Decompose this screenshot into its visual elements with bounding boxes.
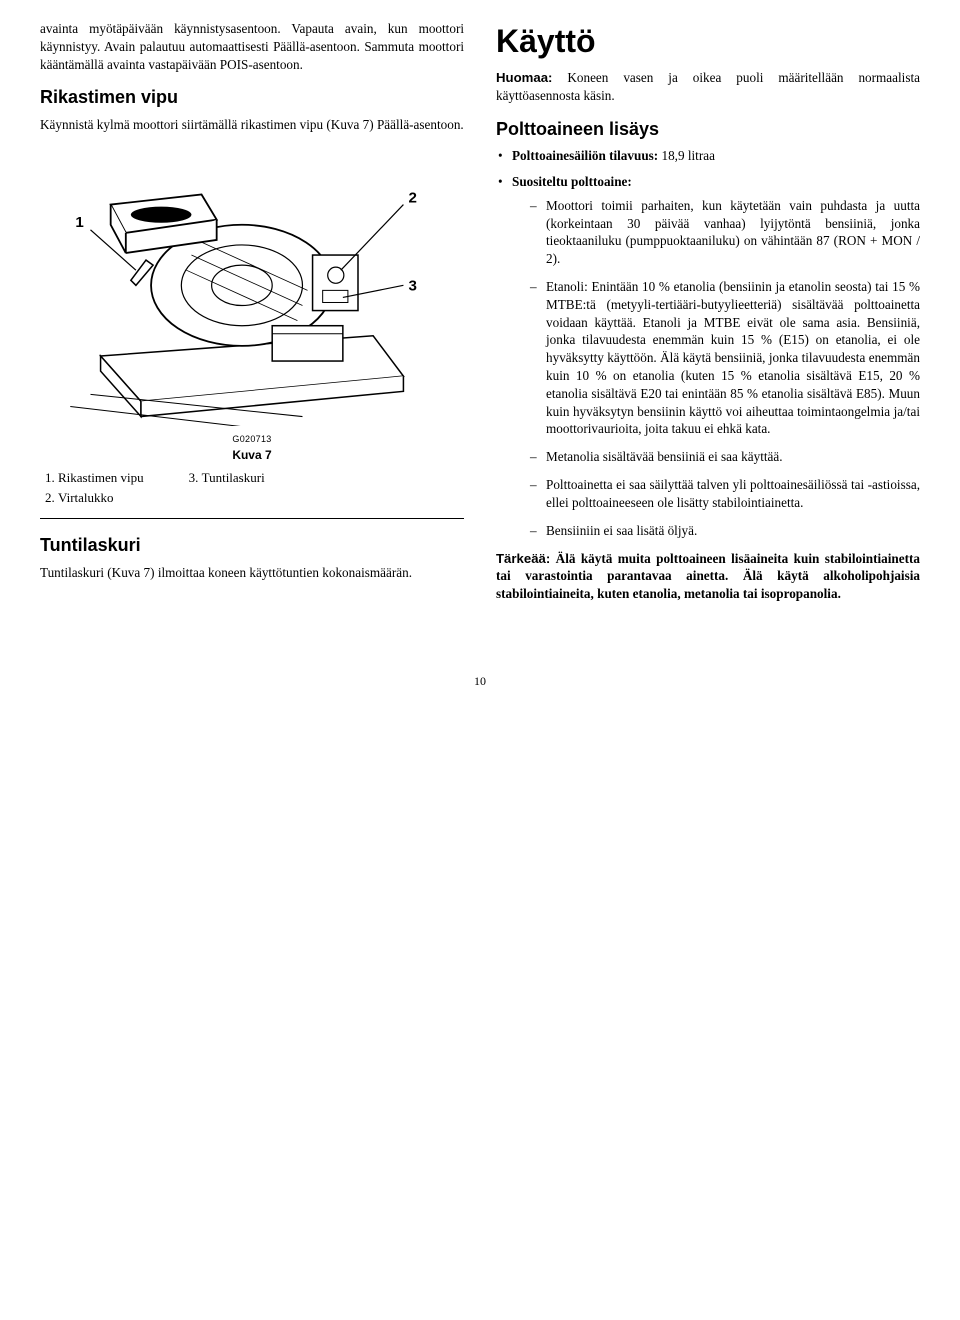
left-column: avainta myötäpäivään käynnistysasentoon.… [40, 20, 464, 613]
note-label: Huomaa: [496, 70, 552, 85]
legend-divider [40, 518, 464, 519]
dash-item-3: Metanolia sisältävää bensiiniä ei saa kä… [530, 448, 920, 466]
callout-3: 3 [408, 277, 416, 294]
important-body: Älä käytä muita polttoaineen lisäaineita… [496, 551, 920, 602]
dash-item-4: Polttoainetta ei saa säilyttää talven yl… [530, 476, 920, 512]
section-tuntilaskuri-title: Tuntilaskuri [40, 533, 464, 557]
figure-caption: Kuva 7 [232, 448, 271, 462]
recommended-fuel-label: Suositeltu polttoaine: [512, 174, 632, 189]
important-label: Tärkeää: [496, 551, 550, 566]
figure-code: G020713 [40, 433, 464, 445]
section-polttoaineen-lisays-title: Polttoaineen lisäys [496, 117, 920, 141]
engine-diagram-icon: 1 2 3 [40, 144, 464, 427]
note-paragraph: Huomaa: Koneen vasen ja oikea puoli määr… [496, 69, 920, 105]
fuel-bullet-list: Polttoainesäiliön tilavuus: 18,9 litraa … [496, 147, 920, 539]
note-body: Koneen vasen ja oikea puoli määritellään… [496, 70, 920, 103]
dash-item-2: Etanoli: Enintään 10 % etanolia (bensiin… [530, 278, 920, 438]
figure-7: 1 2 3 G020713 Kuva 7 [40, 144, 464, 464]
fuel-dash-list: Moottori toimii parhaiten, kun käytetään… [512, 197, 920, 540]
callout-1: 1 [75, 213, 83, 230]
dash-item-1: Moottori toimii parhaiten, kun käytetään… [530, 197, 920, 268]
legend-item-2: Virtalukko [58, 489, 144, 507]
section-rikastimen-vipu-body: Käynnistä kylmä moottori siirtämällä rik… [40, 116, 464, 134]
section-kaytto-title: Käyttö [496, 20, 920, 63]
section-rikastimen-vipu-title: Rikastimen vipu [40, 85, 464, 109]
legend-item-1: Rikastimen vipu [58, 469, 144, 487]
callout-2: 2 [408, 189, 416, 206]
section-tuntilaskuri-body: Tuntilaskuri (Kuva 7) ilmoittaa koneen k… [40, 564, 464, 582]
right-column: Käyttö Huomaa: Koneen vasen ja oikea puo… [496, 20, 920, 613]
page-number: 10 [40, 673, 920, 689]
intro-paragraph: avainta myötäpäivään käynnistysasentoon.… [40, 20, 464, 73]
bullet-tank-capacity: Polttoainesäiliön tilavuus: 18,9 litraa [496, 147, 920, 165]
important-paragraph: Tärkeää: Älä käytä muita polttoaineen li… [496, 550, 920, 603]
dash-item-5: Bensiiniin ei saa lisätä öljyä. [530, 522, 920, 540]
page-container: avainta myötäpäivään käynnistysasentoon.… [40, 20, 920, 613]
legend-item-3: Tuntilaskuri [202, 469, 265, 487]
tank-capacity-label: Polttoainesäiliön tilavuus: [512, 148, 658, 163]
figure-legend: Rikastimen vipu Virtalukko Tuntilaskuri [40, 469, 464, 508]
bullet-recommended-fuel: Suositeltu polttoaine: Moottori toimii p… [496, 173, 920, 540]
tank-capacity-value: 18,9 litraa [658, 148, 715, 163]
